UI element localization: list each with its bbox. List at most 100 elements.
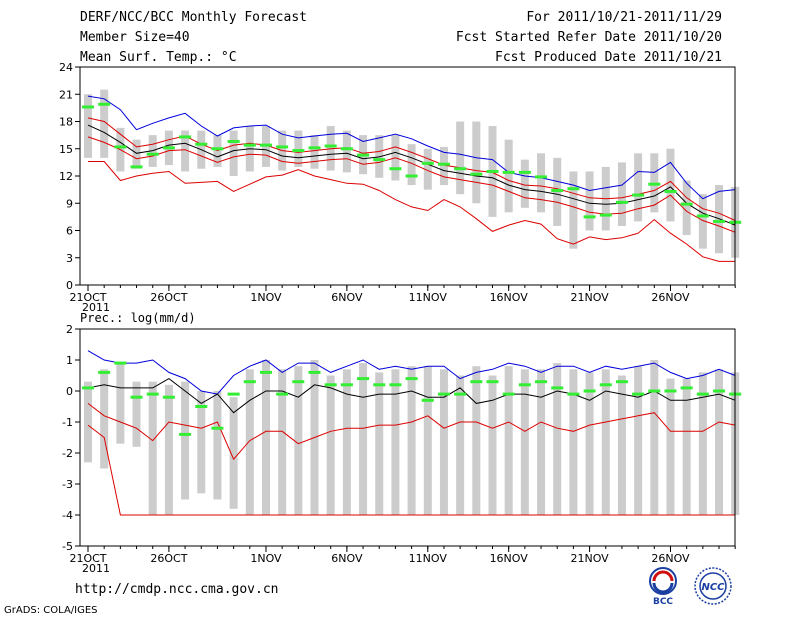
y-tick-label: 24	[59, 61, 73, 74]
forecast-bar	[454, 167, 467, 171]
spread-box	[407, 144, 416, 186]
forecast-bar	[179, 432, 192, 436]
forecast-bar	[243, 143, 256, 147]
spread-box	[456, 121, 465, 195]
spread-box	[278, 369, 287, 515]
x-tick-label: 26NOV	[651, 552, 690, 565]
spread-box	[261, 360, 270, 515]
forecast-bar	[518, 170, 531, 174]
ncc-logo-icon: NCC	[694, 567, 732, 605]
header-right: For 2011/10/21-2011/11/29 Fcst Started R…	[456, 10, 722, 70]
forecast-bar	[389, 383, 402, 387]
forecast-bar	[454, 392, 467, 396]
forecast-bar	[211, 426, 224, 430]
forecast-bar	[146, 392, 159, 396]
spread-box	[391, 369, 400, 515]
forecast-bar	[615, 200, 628, 204]
spread-box	[585, 171, 594, 231]
forecast-bar	[437, 392, 450, 396]
forecast-bar	[421, 398, 434, 402]
spread-box	[342, 369, 351, 515]
series-line-upper	[87, 117, 736, 221]
y-tick-label: 9	[66, 197, 73, 210]
spread-box	[488, 375, 497, 515]
x-tick-label: 26OCT	[150, 291, 187, 304]
chart-panel-2: -5 -4 -3 -2 -1 0 1 2 21OCT 26OCT 1NOV 6NOV 11NOV 16NO…	[62, 311, 742, 575]
y-tick-label: 2	[66, 323, 73, 336]
forecast-bar	[518, 383, 531, 387]
forecast-bar	[130, 395, 143, 399]
forecast-bar	[195, 405, 208, 408]
forecast-bar	[599, 213, 612, 217]
forecast-bar	[324, 144, 337, 148]
forecast-bar	[405, 377, 418, 381]
spread-box	[310, 135, 319, 169]
x-tick-label: 21NOV	[570, 291, 609, 304]
forecast-bar	[373, 383, 386, 387]
forecast-bar	[615, 380, 628, 384]
forecast-bar	[82, 105, 94, 109]
y-tick-label: 1	[66, 354, 73, 367]
forecast-bar	[535, 175, 548, 179]
forecast-bar	[470, 380, 483, 384]
grads-credit: GrADS: COLA/IGES	[4, 605, 98, 616]
forecast-bar	[340, 147, 353, 151]
spread-box	[116, 363, 125, 444]
spread-box	[569, 369, 578, 515]
spread-box	[294, 130, 303, 167]
precip-panel-title: Prec.: log(mm/d)	[80, 311, 196, 325]
spread-box	[326, 126, 335, 171]
forecast-bar	[308, 370, 321, 374]
spread-box	[181, 381, 190, 500]
forecast-bar	[373, 158, 386, 162]
forecast-bar	[648, 389, 661, 393]
spread-box	[407, 366, 416, 515]
spread-box	[148, 381, 157, 515]
forecast-period: For 2011/10/21-2011/11/29	[526, 10, 722, 25]
forecast-bar	[162, 395, 175, 399]
y-tick-label: 18	[59, 116, 73, 129]
spread-box	[326, 375, 335, 515]
forecast-bar	[486, 380, 499, 384]
forecast-bar	[632, 392, 645, 396]
forecast-bar	[130, 165, 143, 169]
forecast-bar	[567, 392, 580, 396]
spread-box	[229, 130, 238, 176]
plot-frame	[79, 328, 736, 547]
forecast-bar	[421, 161, 434, 165]
series-line-max	[87, 350, 736, 395]
spread-box	[537, 369, 546, 515]
forecast-bar	[502, 170, 515, 174]
chart-title: DERF/NCC/BCC Monthly Forecast	[80, 10, 307, 25]
forecast-bar	[599, 383, 612, 387]
spread-box	[666, 148, 675, 222]
bcc-logo-icon: BCC	[649, 567, 677, 606]
x-tick-label: 16NOV	[490, 552, 529, 565]
series-line-mean	[87, 378, 736, 414]
forecast-bar	[324, 383, 337, 387]
spread-box	[213, 391, 222, 500]
forecast-bar	[696, 214, 709, 218]
forecast-bar	[713, 219, 726, 223]
forecast-bar	[179, 135, 192, 139]
forecast-bar	[486, 169, 499, 173]
spread-box	[585, 372, 594, 515]
forecast-bar	[551, 386, 564, 390]
spread-box	[472, 121, 481, 204]
spread-box	[132, 381, 141, 447]
forecast-bar	[211, 147, 224, 151]
source-url[interactable]: http://cmdp.ncc.cma.gov.cn	[75, 582, 279, 597]
y-tick-label: -5	[62, 540, 73, 553]
forecast-bar	[551, 189, 564, 193]
x-tick-label: 21NOV	[570, 552, 609, 565]
spread-box	[197, 391, 206, 494]
spread-box	[666, 378, 675, 515]
header-left: DERF/NCC/BCC Monthly Forecast Member Siz…	[80, 10, 307, 70]
forecast-bar	[98, 102, 111, 106]
x-year-label: 2011	[82, 562, 110, 575]
forecast-bar	[696, 392, 709, 396]
x-tick-label: 26NOV	[651, 291, 690, 304]
spread-box	[537, 153, 546, 213]
forecast-bar	[632, 193, 645, 197]
